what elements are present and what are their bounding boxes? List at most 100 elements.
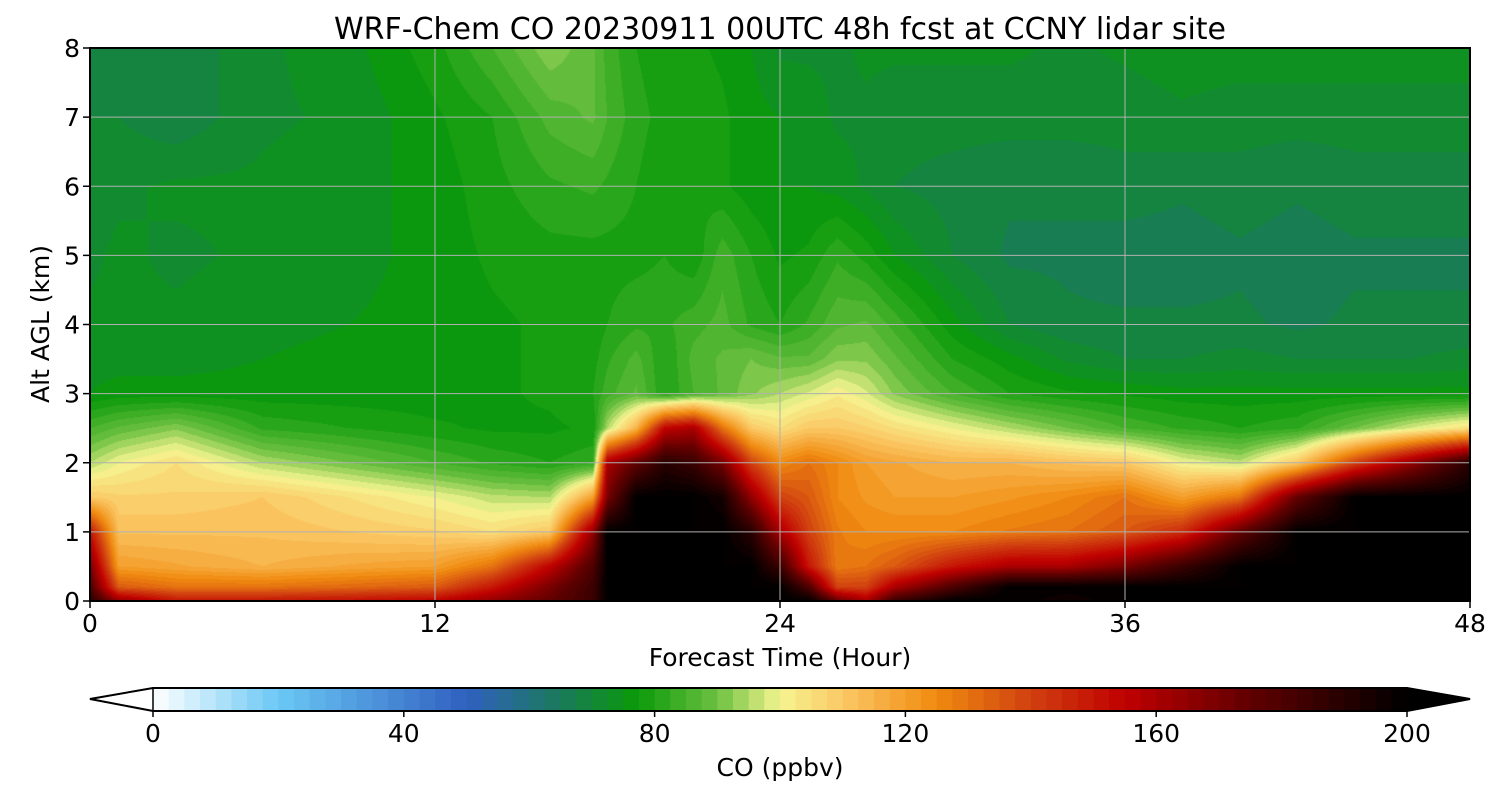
colorbar-segment [685,688,703,711]
colorbar-segment [623,688,640,711]
y-axis-ticks: 0 1 2 3 4 5 6 7 8 [64,34,90,616]
chart-title: WRF-Chem CO 20230911 00UTC 48h fcst at C… [334,12,1226,47]
x-axis-ticks: 0 12 24 36 48 [82,601,1486,638]
y-axis-label: Alt AGL (km) [26,245,55,403]
colorbar-extend-high [1406,687,1471,712]
colorbar-segment [388,688,405,711]
colorbar-segment [466,688,483,711]
colorbar-segment [889,688,906,711]
colorbar-label: CO (ppbv) [717,753,844,782]
colorbar-segment [1046,688,1063,711]
y-tick-label: 7 [64,103,80,132]
colorbar-tick-label: 40 [388,719,420,748]
colorbar-segment [403,688,421,711]
colorbar-segment [952,688,969,711]
colorbar-segment [482,688,499,711]
colorbar-segment [748,688,765,711]
colorbar-segment [576,688,593,711]
x-tick-label: 48 [1454,609,1486,638]
colorbar-segment [325,688,342,711]
colorbar-segment [1203,688,1220,711]
colorbar-segment [858,688,875,711]
colorbar-segment [842,688,859,711]
x-tick-label: 0 [82,609,98,638]
colorbar-segment [764,688,781,711]
colorbar-segments [153,688,1408,711]
colorbar-tick-label: 160 [1132,719,1180,748]
y-tick-label: 5 [64,241,80,270]
colorbar-segment [874,688,891,711]
colorbar-segment [309,688,327,711]
colorbar-segment [262,688,279,711]
colorbar-segment [1015,688,1032,711]
colorbar-segment [827,688,844,711]
y-tick-label: 8 [64,34,80,63]
colorbar-segment [560,688,577,711]
colorbar-segment [168,688,185,711]
colorbar-segment [450,688,468,711]
colorbar-segment [215,688,232,711]
colorbar-segment [732,688,750,711]
colorbar-segment [231,688,248,711]
colorbar-segment [1218,688,1236,711]
colorbar-segment [341,688,358,711]
colorbar-segment [513,688,530,711]
colorbar-segment [1375,688,1392,711]
colorbar-segment [591,688,609,711]
colorbar-segment [1234,688,1251,711]
colorbar-segment [921,688,938,711]
y-tick-label: 6 [64,172,80,201]
colorbar-segment [968,688,985,711]
colorbar-segment [1156,688,1173,711]
colorbar-segment [1093,688,1110,711]
colorbar-tick-label: 120 [882,719,930,748]
colorbar-segment [654,688,671,711]
colorbar-ticks: 0 40 80 120 160 200 [145,711,1431,748]
colorbar-segment [1187,688,1204,711]
colorbar-segment [247,688,264,711]
colorbar-segment [1391,688,1408,711]
y-tick-label: 2 [64,449,80,478]
colorbar-segment [1030,688,1048,711]
colorbar-segment [795,688,812,711]
colorbar-segment [278,688,295,711]
colorbar-segment [1171,688,1189,711]
colorbar-segment [1281,688,1298,711]
colorbar-segment [1140,688,1157,711]
colorbar-segment [780,688,797,711]
colorbar-segment [1312,688,1330,711]
colorbar-tick-label: 80 [639,719,671,748]
colorbar-segment [419,688,436,711]
x-tick-label: 24 [764,609,796,638]
colorbar-tick-label: 200 [1383,719,1431,748]
colorbar-segment [1077,688,1095,711]
x-tick-label: 36 [1109,609,1141,638]
colorbar-segment [544,688,562,711]
colorbar-segment [717,688,734,711]
colorbar-segment [638,688,656,711]
colorbar-segment [1250,688,1267,711]
y-tick-label: 4 [64,311,80,340]
colorbar-segment [1265,688,1283,711]
colorbar-tick-label: 0 [145,719,161,748]
colorbar-segment [607,688,624,711]
colorbar: 0 40 80 120 160 200 CO (ppbv) [89,687,1471,782]
colorbar-segment [811,688,828,711]
colorbar-segment [497,688,515,711]
colorbar-extend-low [89,687,154,712]
colorbar-segment [1109,688,1126,711]
colorbar-segment [670,688,687,711]
colorbar-segment [372,688,389,711]
colorbar-segment [435,688,452,711]
colorbar-segment [1297,688,1314,711]
colorbar-segment [983,688,1001,711]
colorbar-segment [1062,688,1079,711]
colorbar-segment [905,688,922,711]
colorbar-segment [1359,688,1377,711]
colorbar-segment [184,688,201,711]
colorbar-segment [701,688,718,711]
grid-lines [90,48,1470,601]
colorbar-segment [200,688,217,711]
